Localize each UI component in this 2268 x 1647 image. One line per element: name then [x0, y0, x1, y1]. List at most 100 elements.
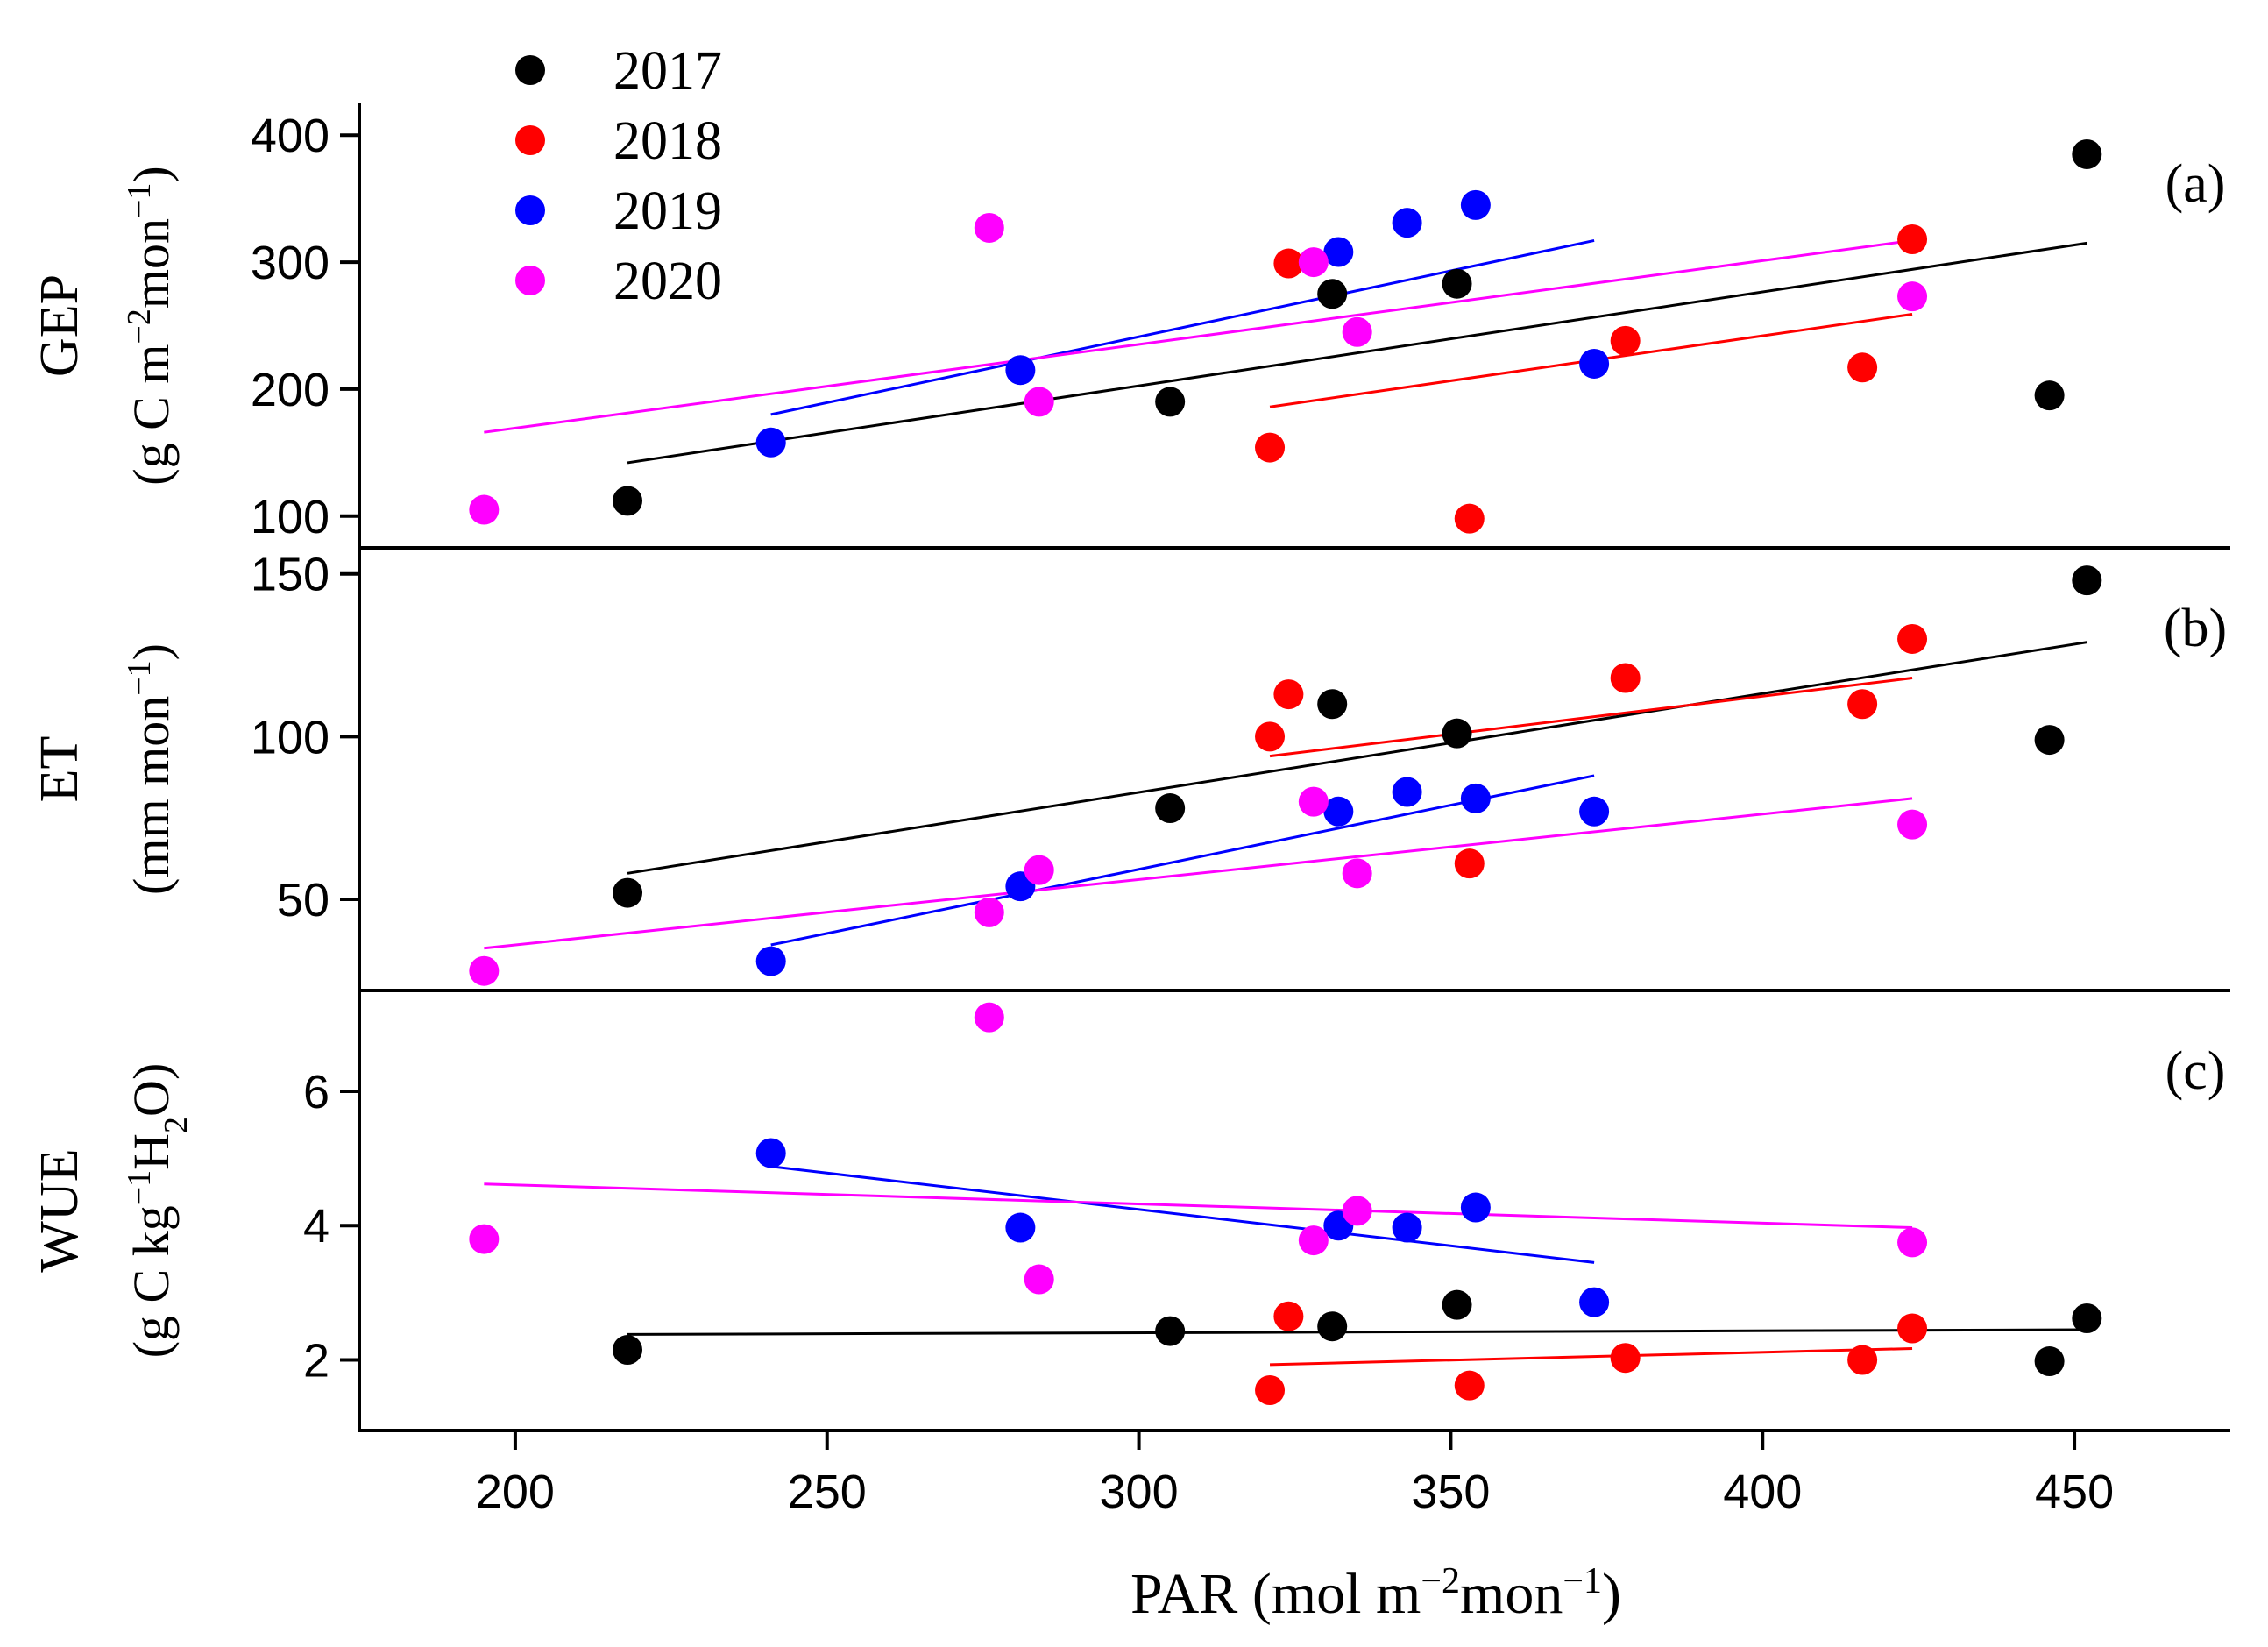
data-point-2018: [1454, 848, 1485, 879]
data-point-2019: [1460, 189, 1491, 220]
fit-line-2018: [1269, 677, 1913, 758]
data-point-2018: [1897, 224, 1928, 254]
data-point-2017: [1155, 387, 1186, 417]
y-tick-label: 200: [251, 364, 330, 416]
data-point-2020: [469, 494, 500, 525]
x-tick-label: 200: [476, 1466, 555, 1518]
legend-label-2018: 2018: [613, 111, 722, 171]
data-point-2017: [2072, 1303, 2102, 1334]
data-point-2018: [1273, 679, 1304, 710]
data-point-2018: [1255, 721, 1286, 752]
x-tick-label: 300: [1100, 1466, 1179, 1518]
legend-marker-2018: [515, 125, 545, 155]
y-tick-label: 4: [303, 1200, 330, 1253]
data-point-2019: [1579, 796, 1610, 827]
y-tick-label: 400: [251, 110, 330, 162]
y-axis-title: ET: [30, 736, 89, 803]
data-point-2019: [1579, 348, 1610, 379]
data-point-2019: [755, 946, 786, 976]
data-point-2020: [974, 212, 1004, 243]
legend-label-2017: 2017: [613, 41, 722, 101]
data-point-2019: [1392, 1212, 1422, 1243]
y-tick-label: 6: [303, 1066, 330, 1118]
y-axis-title: WUE: [30, 1148, 89, 1272]
y-tick-label: 2: [303, 1335, 330, 1388]
y-tick-label: 100: [251, 491, 330, 543]
data-point-2018: [1847, 689, 1878, 720]
fit-line-2017: [627, 641, 2087, 875]
data-point-2018: [1847, 352, 1878, 383]
x-tick-label: 450: [2035, 1466, 2114, 1518]
data-point-2020: [1298, 786, 1329, 817]
data-point-2018: [1273, 1301, 1304, 1331]
data-point-2020: [1897, 1227, 1928, 1258]
data-point-2017: [1155, 1316, 1186, 1346]
legend-marker-2017: [515, 55, 545, 85]
data-point-2019: [1005, 355, 1036, 386]
panel-tag: (b): [2164, 599, 2227, 658]
data-point-2017: [613, 486, 643, 516]
data-point-2017: [2034, 725, 2065, 756]
data-point-2019: [1392, 208, 1422, 238]
fit-line-2019: [770, 1165, 1595, 1264]
data-point-2017: [2072, 138, 2102, 169]
data-point-2020: [1897, 281, 1928, 312]
fit-line-2018: [1269, 1346, 1913, 1367]
data-point-2017: [1155, 793, 1186, 824]
legend-marker-2020: [515, 266, 545, 295]
data-point-2017: [1442, 718, 1472, 749]
y-tick-label: 150: [251, 549, 330, 601]
fit-line-2017: [627, 1328, 2087, 1336]
data-point-2017: [613, 1335, 643, 1366]
y-axis-unit: (mm mon−1): [121, 643, 180, 895]
fit-line-2019: [770, 238, 1595, 416]
fit-line-2020: [484, 797, 1913, 950]
legend-marker-2019: [515, 195, 545, 225]
data-point-2019: [1460, 1192, 1491, 1223]
data-point-2020: [1298, 1225, 1329, 1256]
y-axis-unit: (g C kg−1H2O): [121, 1063, 195, 1359]
data-point-2019: [1460, 783, 1491, 813]
data-point-2018: [1454, 503, 1485, 534]
y-axis-unit: (g C m−2mon−1): [121, 166, 180, 485]
data-point-2020: [469, 1224, 500, 1254]
data-point-2019: [755, 1138, 786, 1168]
data-point-2017: [1442, 268, 1472, 299]
data-point-2019: [1392, 777, 1422, 807]
fit-line-2019: [770, 774, 1595, 947]
legend-label-2020: 2020: [613, 252, 722, 311]
legend: 2017 2018 2019 2020: [515, 41, 722, 311]
x-tick-label: 400: [1723, 1466, 1802, 1518]
data-point-2018: [1897, 1313, 1928, 1344]
y-tick-label: 50: [277, 874, 330, 926]
panel-tag: (a): [2165, 154, 2226, 214]
y-tick-label: 300: [251, 237, 330, 289]
data-point-2017: [2072, 565, 2102, 596]
data-point-2017: [1317, 279, 1348, 309]
data-point-2019: [1323, 796, 1354, 827]
data-point-2020: [974, 897, 1004, 927]
data-point-2017: [613, 877, 643, 908]
data-point-2020: [1342, 858, 1372, 889]
data-point-2019: [755, 427, 786, 458]
legend-label-2019: 2019: [613, 181, 722, 241]
data-point-2020: [1342, 1196, 1372, 1226]
y-axis-title: GEP: [30, 274, 89, 377]
fit-line-2020: [484, 238, 1913, 434]
panel-tag: (c): [2165, 1041, 2226, 1101]
data-point-2020: [469, 955, 500, 986]
data-point-2020: [1024, 855, 1054, 885]
panel-2: 50 100 150 ET (mm mon−1) (b): [30, 548, 2230, 992]
data-point-2020: [974, 1002, 1004, 1033]
data-point-2020: [1024, 1264, 1054, 1295]
x-axis-title: PAR (mol m−2mon−1): [1130, 1561, 1621, 1626]
x-axis: 200 250 300 350 400 450 PAR (mol m−2mon−1): [476, 1430, 2114, 1626]
data-point-2017: [1317, 689, 1348, 720]
data-point-2018: [1255, 432, 1286, 463]
data-point-2018: [1610, 325, 1641, 356]
data-point-2017: [1317, 1311, 1348, 1342]
data-point-2017: [2034, 380, 2065, 411]
panel-3: 2 4 6 WUE (g C kg−1H2O) (c): [30, 990, 2230, 1432]
data-point-2020: [1897, 809, 1928, 840]
